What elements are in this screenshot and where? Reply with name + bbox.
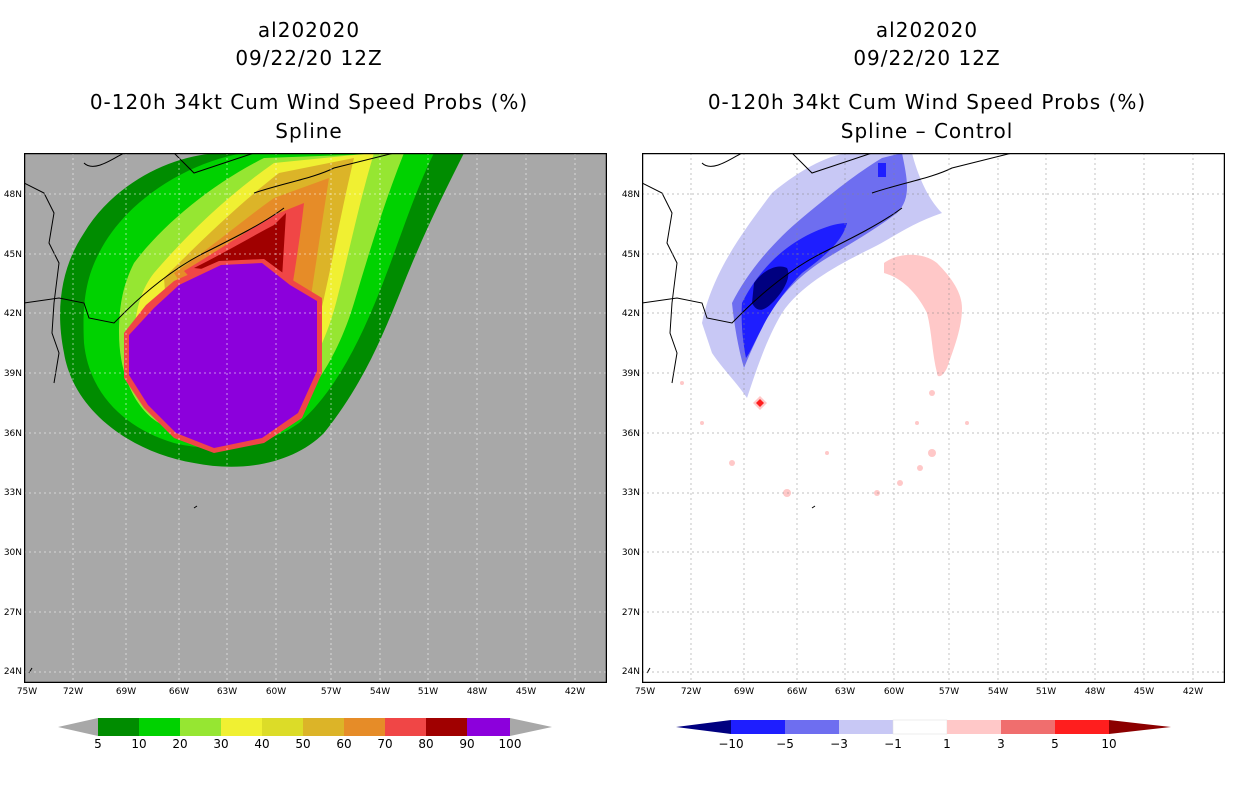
lon-label: 45W: [515, 687, 537, 697]
lon-label: 69W: [733, 687, 755, 697]
lon-label: 72W: [680, 687, 702, 697]
subtitle: Spline – Control: [840, 119, 1014, 143]
lat-label: 36N: [3, 429, 22, 439]
difference-map: [642, 153, 1225, 683]
lat-label: 30N: [621, 548, 640, 558]
lat-label: 24N: [3, 667, 22, 677]
lon-label: 57W: [938, 687, 960, 697]
colorbar: [58, 718, 552, 736]
lat-label: 30N: [3, 548, 22, 558]
lon-label: 72W: [62, 687, 84, 697]
storm-id: al202020: [257, 18, 361, 42]
datetime: 09/22/20 12Z: [853, 46, 1001, 70]
lon-label: 75W: [16, 687, 38, 697]
lat-label: 45N: [621, 250, 640, 260]
lon-label: 63W: [834, 687, 856, 697]
colorbar-label: 60: [336, 737, 352, 751]
lon-label: 63W: [216, 687, 238, 697]
colorbar-label: −10: [718, 737, 744, 751]
lat-label: 27N: [621, 608, 640, 618]
lat-label: 42N: [621, 309, 640, 319]
datetime: 09/22/20 12Z: [235, 46, 383, 70]
lat-label: 45N: [3, 250, 22, 260]
lon-label: 66W: [786, 687, 808, 697]
product-title: 0-120h 34kt Cum Wind Speed Probs (%): [707, 90, 1147, 114]
colorbar-label: 70: [377, 737, 393, 751]
lon-label: 42W: [1182, 687, 1204, 697]
colorbar-label: 10: [131, 737, 147, 751]
storm-id: al202020: [875, 18, 979, 42]
colorbar-label: 1: [943, 737, 951, 751]
probability-map: [24, 153, 607, 683]
colorbar-label: 80: [418, 737, 434, 751]
lon-label: 60W: [265, 687, 287, 697]
colorbar-label: 5: [1051, 737, 1059, 751]
colorbar-label: −3: [830, 737, 848, 751]
colorbar-label: 100: [498, 737, 522, 751]
lon-label: 69W: [115, 687, 137, 697]
colorbar-label: −5: [776, 737, 794, 751]
lon-label: 75W: [634, 687, 656, 697]
lon-label: 48W: [1084, 687, 1106, 697]
lon-label: 42W: [564, 687, 586, 697]
colorbar-label: 3: [997, 737, 1005, 751]
lon-label: 54W: [369, 687, 391, 697]
colorbar-label: 20: [172, 737, 188, 751]
lat-label: 27N: [3, 608, 22, 618]
lon-label: 60W: [883, 687, 905, 697]
colorbar-label: 5: [94, 737, 102, 751]
right-panel: al202020 09/22/20 12Z 0-120h 34kt Cum Wi…: [618, 0, 1236, 800]
lat-label: 33N: [621, 488, 640, 498]
product-title: 0-120h 34kt Cum Wind Speed Probs (%): [89, 90, 529, 114]
colorbar-label: 40: [254, 737, 270, 751]
lat-label: 36N: [621, 429, 640, 439]
lon-label: 45W: [1133, 687, 1155, 697]
colorbar: [676, 719, 1171, 735]
lat-label: 42N: [3, 309, 22, 319]
colorbar-label: 30: [213, 737, 229, 751]
lat-label: 24N: [621, 667, 640, 677]
lon-label: 57W: [320, 687, 342, 697]
lat-label: 39N: [3, 369, 22, 379]
lat-label: 48N: [621, 190, 640, 200]
lon-label: 66W: [168, 687, 190, 697]
lat-label: 33N: [3, 488, 22, 498]
colorbar-label: 50: [295, 737, 311, 751]
lon-label: 51W: [417, 687, 439, 697]
colorbar-label: 10: [1101, 737, 1117, 751]
lon-label: 54W: [987, 687, 1009, 697]
colorbar-label: 90: [459, 737, 475, 751]
subtitle: Spline: [275, 119, 343, 143]
lat-label: 39N: [621, 369, 640, 379]
lon-label: 48W: [466, 687, 488, 697]
left-panel: al202020 09/22/20 12Z 0-120h 34kt Cum Wi…: [3, 18, 607, 751]
lat-label: 48N: [3, 190, 22, 200]
colorbar-label: −1: [884, 737, 902, 751]
lon-label: 51W: [1035, 687, 1057, 697]
